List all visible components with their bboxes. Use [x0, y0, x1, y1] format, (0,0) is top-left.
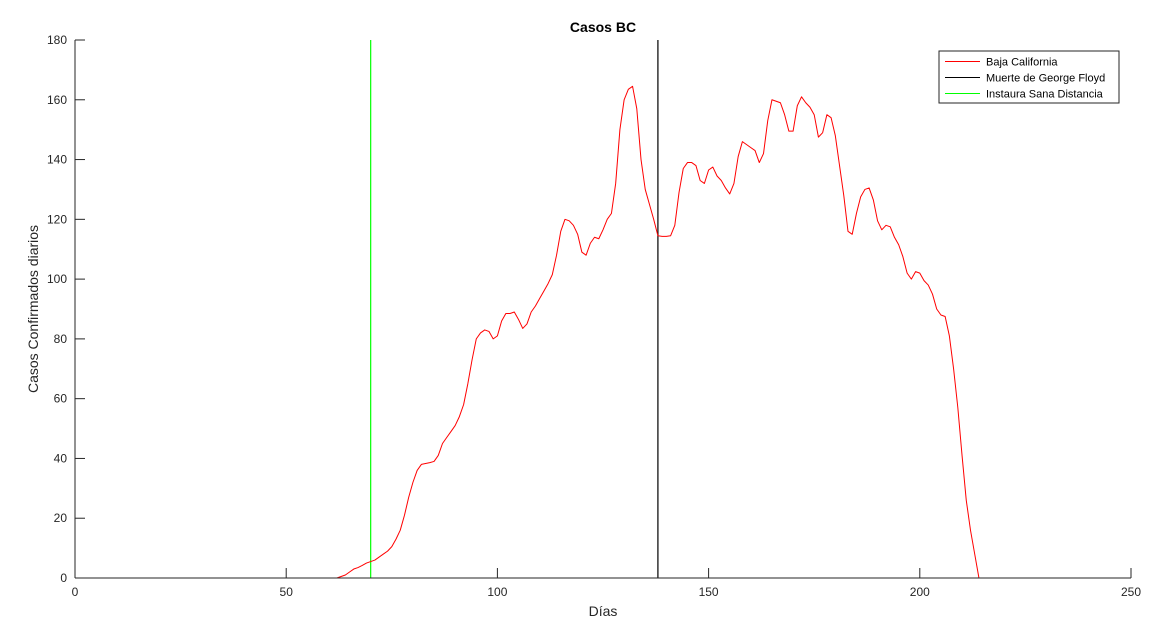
chart-title: Casos BC [570, 19, 636, 35]
y-tick-label: 100 [47, 272, 67, 286]
y-tick-label: 80 [54, 332, 68, 346]
legend-label-george-floyd: Muerte de George Floyd [986, 73, 1105, 85]
x-axis-label: Días [589, 603, 618, 619]
y-tick-label: 180 [47, 33, 67, 47]
plot-area [75, 40, 1131, 578]
legend: Baja California Muerte de George Floyd I… [938, 50, 1120, 104]
x-tick-label: 250 [1121, 585, 1141, 599]
series-line-baja-california [75, 85, 980, 579]
y-tick-label: 120 [47, 212, 67, 226]
y-tick-label: 60 [54, 392, 68, 406]
y-tick-label: 20 [54, 511, 68, 525]
y-axis-label: Casos Confirmados diarios [25, 225, 41, 393]
legend-label-baja-california: Baja California [986, 57, 1058, 69]
data-lines [75, 40, 980, 579]
x-tick-label: 200 [910, 585, 930, 599]
x-tick-label: 150 [699, 585, 719, 599]
y-tick-label: 40 [54, 451, 68, 465]
y-tick-label: 0 [60, 571, 67, 585]
legend-item-baja-california: Baja California [945, 57, 1058, 69]
x-tick-label: 0 [72, 585, 79, 599]
y-tick-label: 140 [47, 153, 67, 167]
legend-label-sana-distancia: Instaura Sana Distancia [986, 89, 1104, 101]
legend-item-george-floyd: Muerte de George Floyd [945, 73, 1105, 85]
x-tick-label: 100 [487, 585, 507, 599]
legend-item-sana-distancia: Instaura Sana Distancia [945, 89, 1104, 101]
y-tick-label: 160 [47, 93, 67, 107]
x-tick-label: 50 [280, 585, 294, 599]
axes: 0 50 100 150 200 250 0 20 40 60 80 100 120 140 160 180 [47, 33, 1141, 599]
